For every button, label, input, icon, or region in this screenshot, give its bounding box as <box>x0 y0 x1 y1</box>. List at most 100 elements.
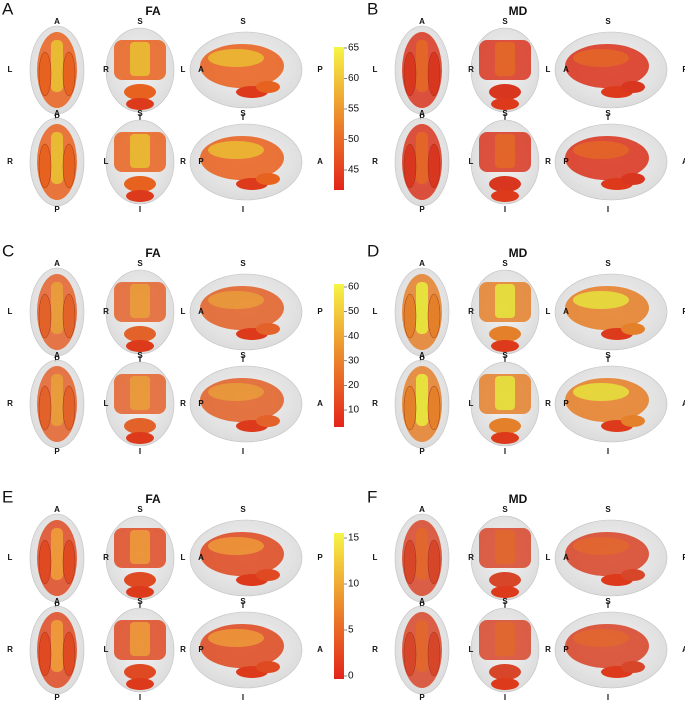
orientation-label: P <box>419 447 425 456</box>
colorbar <box>334 47 344 190</box>
tract-core <box>573 49 629 67</box>
orientation-label: S <box>137 17 143 26</box>
orientation-label: I <box>242 113 244 122</box>
orientation-label: I <box>139 355 141 364</box>
orientation-label: L <box>546 307 551 316</box>
orientation-label: A <box>563 553 569 562</box>
orientation-label: A <box>419 17 425 26</box>
orientation-label: A <box>419 597 425 606</box>
tract <box>427 539 441 585</box>
tract <box>403 51 417 97</box>
orientation-label: A <box>419 109 425 118</box>
panel-title: MD <box>509 246 528 260</box>
orientation-label: P <box>54 355 60 364</box>
tract <box>62 51 76 97</box>
orientation-label: R <box>180 157 186 166</box>
tract <box>38 293 52 339</box>
panel-letter: A <box>2 0 14 18</box>
orientation-label: I <box>139 601 141 610</box>
brainstem <box>489 326 521 342</box>
colorbar-tick-label: 15 <box>348 533 360 544</box>
orientation-label: I <box>607 601 609 610</box>
orientation-label: P <box>198 399 204 408</box>
tract <box>38 539 52 585</box>
orientation-label: R <box>372 399 378 408</box>
orientation-label: A <box>563 65 569 74</box>
orientation-label: S <box>502 351 508 360</box>
orientation-label: L <box>104 645 109 654</box>
brainstem <box>124 176 156 192</box>
orientation-label: A <box>54 597 60 606</box>
tract <box>427 385 441 431</box>
tract-core <box>51 282 63 334</box>
cerebellum <box>491 190 519 202</box>
cerebellum <box>621 661 645 673</box>
orientation-label: L <box>104 157 109 166</box>
tract <box>62 385 76 431</box>
tract-core <box>130 622 150 656</box>
orientation-label: S <box>240 109 246 118</box>
colorbar-tick-label: 20 <box>348 380 360 391</box>
cerebellum <box>126 586 154 598</box>
orientation-label: I <box>242 693 244 702</box>
orientation-label: R <box>545 645 551 654</box>
panel: FMDASSPIILRLAPASSPIIRLRPA <box>367 487 685 702</box>
tract <box>38 51 52 97</box>
orientation-label: P <box>54 693 60 702</box>
tract <box>38 385 52 431</box>
orientation-label: I <box>504 601 506 610</box>
tract-core <box>130 134 150 168</box>
orientation-label: P <box>54 601 60 610</box>
orientation-label: P <box>682 553 685 562</box>
orientation-label: A <box>563 307 569 316</box>
cerebellum <box>621 415 645 427</box>
cerebellum <box>126 340 154 352</box>
orientation-label: P <box>682 307 685 316</box>
orientation-label: I <box>607 693 609 702</box>
tract <box>427 631 441 677</box>
orientation-label: P <box>317 65 323 74</box>
orientation-label: R <box>7 645 13 654</box>
orientation-label: L <box>8 553 13 562</box>
panel-title: MD <box>509 492 528 506</box>
tract-core <box>51 132 63 184</box>
orientation-label: A <box>198 307 204 316</box>
tract <box>427 51 441 97</box>
tract <box>62 293 76 339</box>
tract <box>427 293 441 339</box>
orientation-label: I <box>607 355 609 364</box>
orientation-label: L <box>546 553 551 562</box>
orientation-label: R <box>372 645 378 654</box>
colorbar-tick-label: 30 <box>348 355 360 366</box>
tract-core <box>416 132 428 184</box>
colorbar <box>334 284 344 427</box>
panel-title: FA <box>145 246 161 260</box>
orientation-label: A <box>419 505 425 514</box>
cerebellum <box>256 415 280 427</box>
orientation-label: R <box>103 553 109 562</box>
orientation-label: P <box>563 157 569 166</box>
orientation-label: L <box>469 645 474 654</box>
orientation-label: I <box>504 447 506 456</box>
colorbar-tick-label: 50 <box>348 306 360 317</box>
orientation-label: I <box>139 447 141 456</box>
orientation-label: P <box>419 693 425 702</box>
panel: A FAA S SP I IL R L A PA S SP I IR L R P A <box>2 0 323 214</box>
cerebellum <box>491 98 519 110</box>
orientation-label: S <box>605 17 611 26</box>
tract-core <box>51 374 63 426</box>
tract-core <box>51 528 63 580</box>
orientation-label: I <box>504 205 506 214</box>
colorbar-tick-label: 60 <box>348 73 360 84</box>
orientation-label: S <box>605 505 611 514</box>
colorbar-tick-label: 10 <box>348 579 360 590</box>
orientation-label: I <box>242 447 244 456</box>
orientation-label: R <box>180 399 186 408</box>
orientation-label: R <box>372 157 378 166</box>
tract-core <box>495 622 515 656</box>
orientation-label: L <box>546 65 551 74</box>
tract-core <box>416 374 428 426</box>
cerebellum <box>256 569 280 581</box>
colorbar-tick-label: 55 <box>348 104 360 115</box>
tract-core <box>208 49 264 67</box>
